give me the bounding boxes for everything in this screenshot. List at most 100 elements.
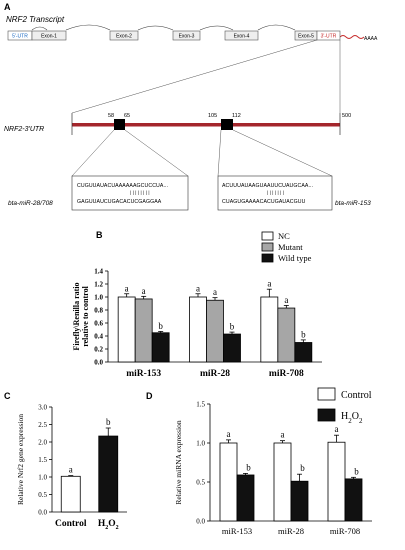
b-letter-0-0: a [125, 283, 129, 293]
c-ytick-label-2: 1.0 [38, 473, 47, 481]
b-legend-swatch-2 [262, 254, 273, 262]
utr-map-bar [72, 123, 340, 127]
b-ytick-label-2: 0.4 [94, 332, 103, 340]
b-bar-1-2 [224, 334, 241, 362]
pos-500: 500 [342, 113, 351, 119]
d-bar-2-1 [345, 479, 362, 521]
c-ytick-label-6: 3.0 [38, 403, 47, 411]
b-ylabel-line-1: relative to control [81, 285, 90, 346]
site1-mrna-seq: CUGUUAUACUAAAAAAGCUCCUA... [77, 183, 168, 189]
transcript-title: NRF2 Transcript [6, 15, 65, 24]
c-letter-0: a [69, 465, 73, 475]
transcript-model: AAAA 5'-UTR Exon-1 Exon-2 Exon-3 Exon-4 … [8, 25, 378, 42]
c-bar-0 [61, 476, 80, 512]
d-letter-0-0: a [227, 429, 231, 439]
binding-site-mir28-708 [114, 119, 125, 130]
b-letter-1-0: a [196, 283, 200, 293]
b-ytick-label-3: 0.6 [94, 319, 103, 327]
zoom-line-left [72, 40, 317, 113]
b-legend-label-0: NC [278, 231, 290, 241]
b-letter-1-1: a [213, 287, 217, 297]
panel-letter-b: B [96, 230, 103, 240]
b-bar-0-0 [118, 297, 135, 362]
d-category-2: miR-708 [330, 526, 360, 536]
d-letter-2-1: b [354, 466, 359, 476]
utr5-label: 5'-UTR [12, 34, 28, 40]
b-bar-0-2 [152, 333, 169, 362]
d-bar-0-0 [220, 443, 237, 521]
d-ytick-label-1: 0.5 [196, 478, 205, 486]
b-ytick-label-1: 0.2 [94, 345, 103, 353]
site1-mirna-seq: GAGUUAUCUGACACUCGAGGAA [77, 199, 162, 205]
panel-letter-d: D [146, 391, 153, 401]
b-ytick-label-7: 1.4 [94, 267, 103, 275]
mirna-name-153: bta-miR-153 [335, 200, 371, 207]
site2-mirna-seq: CUAGUGAAAACACUGAUACGUU [222, 199, 306, 205]
panel-a: A NRF2 Transcript AAAA 5'-UTR Exon-1 Exo… [4, 2, 378, 210]
b-ytick-label-0: 0.0 [94, 358, 103, 366]
c-ytick-label-0: 0.0 [38, 508, 47, 516]
pos-112: 112 [232, 113, 241, 119]
b-legend-label-1: Mutant [278, 242, 303, 252]
panel-c: C 0.0 0.5 1.0 1.5 2.0 2.5 3.0 a Control b H2O2 Rela… [4, 391, 127, 531]
b-letter-2-1: a [284, 295, 288, 305]
d-letter-1-1: b [300, 463, 305, 473]
poly-a-tail: AAAA [364, 36, 378, 42]
exon-2-label: Exon-2 [116, 34, 132, 40]
d-legend-label-0: Control [341, 390, 372, 401]
b-category-1: miR-28 [200, 369, 230, 379]
b-letter-0-2: b [158, 321, 163, 331]
b-legend-label-2: Wild type [278, 253, 312, 263]
c-ytick-label-3: 1.5 [38, 456, 47, 464]
exon-4-label: Exon-4 [234, 34, 250, 40]
site1-pairing: | | | | | | | | [130, 190, 150, 195]
binding-site-mir153 [221, 119, 233, 130]
b-bar-0-1 [135, 299, 152, 362]
chart-d: 0.0 0.5 1.0 1.5 a b miR-153 a b miR-28 a b miR-708 Re… [174, 388, 372, 536]
b-ylabel-line-0: Firefly\Renilla ratio [72, 282, 81, 350]
b-legend-swatch-1 [262, 243, 273, 251]
utr-map-label: NRF2-3'UTR [4, 126, 44, 133]
c-ytick-label-5: 2.5 [38, 421, 47, 429]
panel-d: D 0.0 0.5 1.0 1.5 a b miR-153 a b miR-28 a b miR-708… [146, 388, 372, 536]
b-letter-2-0: a [267, 279, 271, 289]
c-category-0: Control [55, 519, 87, 529]
b-category-0: miR-153 [126, 369, 161, 379]
d-legend-label-1: H2O2 [341, 411, 363, 425]
d-bar-1-0 [274, 443, 291, 521]
exon-3-label: Exon-3 [179, 34, 195, 40]
exon-5-label: Exon-5 [298, 34, 314, 40]
b-bar-1-1 [207, 300, 224, 362]
d-bar-2-0 [328, 442, 345, 521]
b-bar-2-0 [261, 297, 278, 362]
c-ytick-label-4: 2.0 [38, 438, 47, 446]
c-ylabel: Relative Nrf2 gene expression [16, 414, 25, 505]
d-letter-1-0: a [281, 430, 285, 440]
c-category-1: H2O2 [98, 519, 119, 531]
b-ytick-label-4: 0.8 [94, 306, 103, 314]
b-ytick-label-5: 1.0 [94, 293, 103, 301]
d-legend-swatch-0 [318, 388, 335, 400]
site2-pairing: | | | | | | | [267, 190, 284, 195]
d-letter-2-0: a [335, 424, 339, 434]
c-letter-1: b [106, 417, 111, 427]
pos-105: 105 [208, 113, 217, 119]
b-bar-2-2 [295, 343, 312, 363]
exon-1-label: Exon-1 [41, 34, 57, 40]
c-ytick-label-1: 0.5 [38, 491, 47, 499]
d-category-1: miR-28 [278, 526, 304, 536]
b-category-2: miR-708 [269, 369, 304, 379]
chart-b: 0.00.20.40.60.81.01.21.4a abmiR-153a abmiR… [72, 231, 322, 379]
b-letter-2-2: b [301, 329, 306, 339]
d-bar-0-1 [237, 475, 254, 521]
c-bar-1 [99, 436, 118, 512]
b-legend-swatch-0 [262, 232, 273, 240]
d-letter-0-1: b [246, 462, 251, 472]
b-bar-1-0 [190, 297, 207, 362]
panel-b: B 0.0 0.2 0.4 0.6 0.8 1.0 1.2 1.4 a a b miR-153 a a b m… [72, 230, 322, 379]
d-legend-swatch-1 [318, 409, 335, 421]
utr3-label: 3'-UTR [321, 34, 337, 40]
d-ytick-label-0: 0.0 [196, 517, 205, 525]
b-letter-0-1: a [142, 286, 146, 296]
